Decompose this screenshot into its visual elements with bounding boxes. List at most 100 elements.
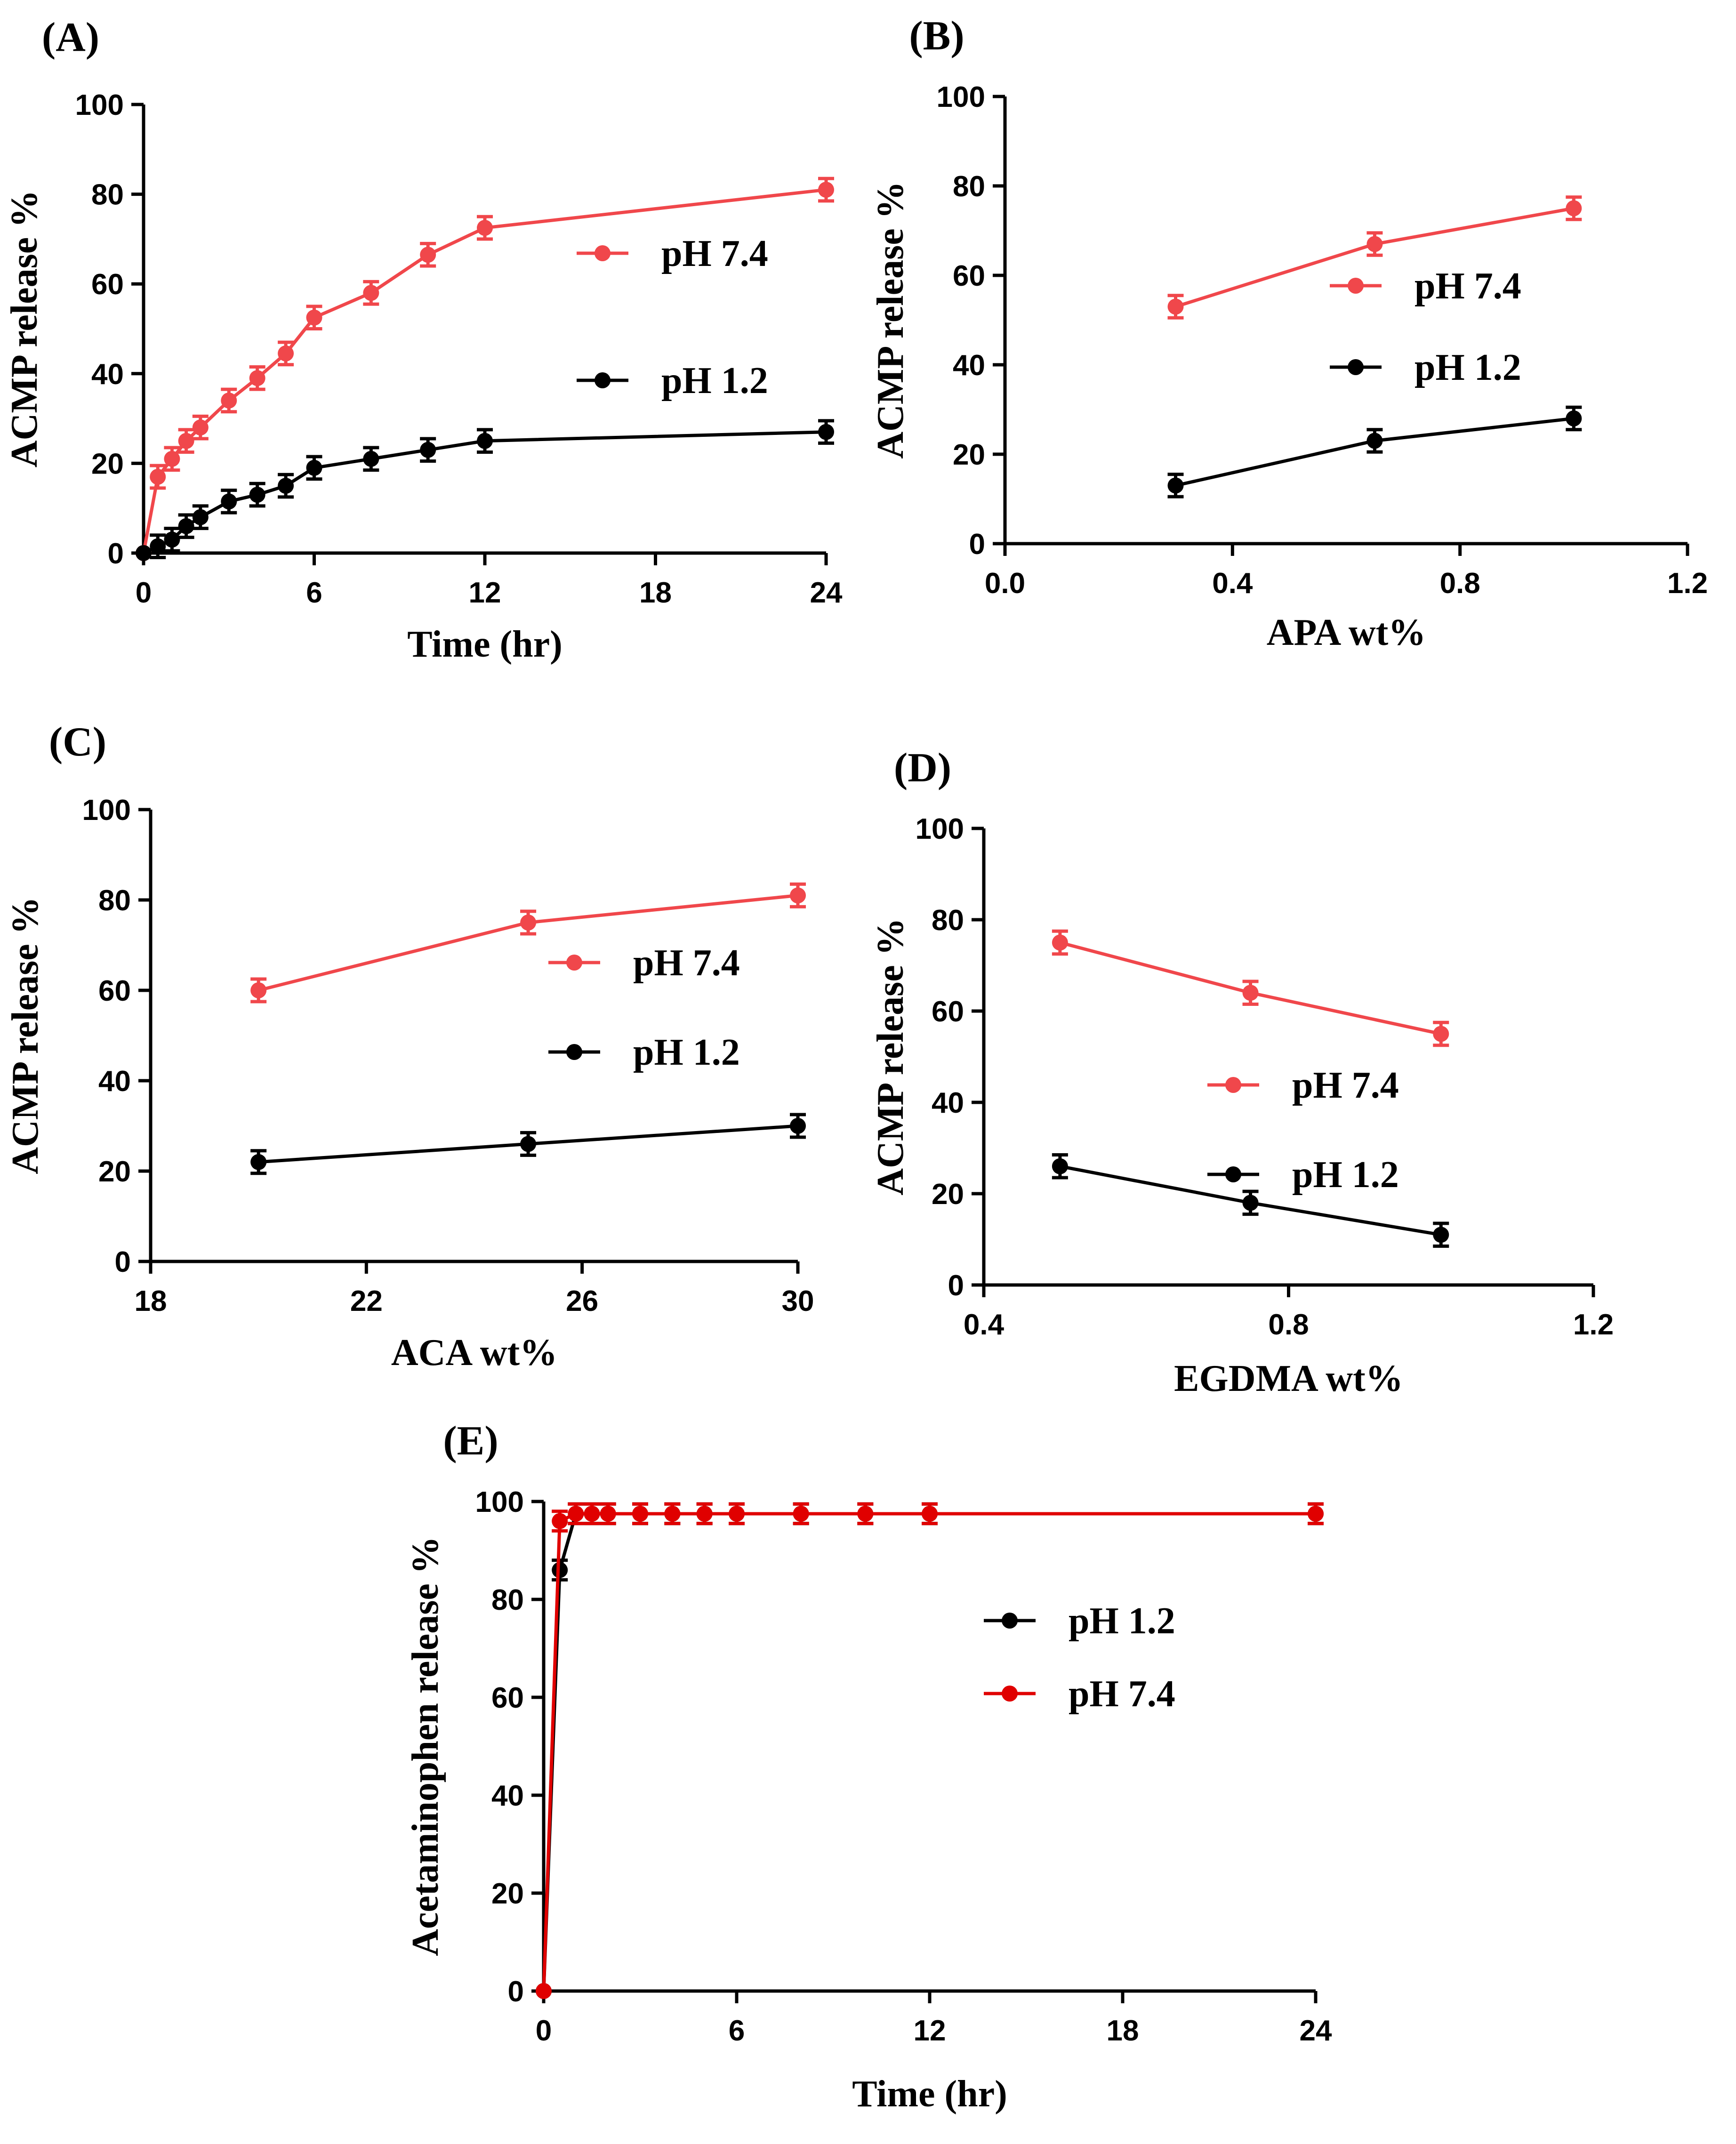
y-tick-label: 0 bbox=[108, 538, 124, 570]
x-tick-label: 6 bbox=[729, 2015, 745, 2047]
data-point bbox=[221, 392, 237, 409]
data-point bbox=[192, 419, 209, 436]
y-tick-label: 20 bbox=[98, 1156, 131, 1188]
y-tick-label: 80 bbox=[953, 170, 985, 203]
panel-e: (E) 0 20 40 60 80 100 0 6 12 18 24 Time (hr) Acetamin… bbox=[405, 1418, 1332, 2115]
y-tick-label: 20 bbox=[932, 1178, 964, 1211]
legend-label: pH 7.4 bbox=[1069, 1673, 1175, 1715]
data-point bbox=[818, 182, 834, 198]
data-point bbox=[150, 468, 166, 485]
data-point bbox=[857, 1506, 874, 1522]
data-point bbox=[790, 887, 806, 904]
data-point bbox=[632, 1506, 648, 1522]
data-point bbox=[664, 1506, 681, 1522]
legend-item: pH 1.2 bbox=[548, 1032, 740, 1073]
y-axis-title: ACMP release % bbox=[4, 190, 45, 467]
data-point bbox=[420, 442, 436, 458]
legend-item: pH 1.2 bbox=[577, 360, 768, 401]
y-tick-label: 40 bbox=[98, 1065, 131, 1098]
x-tick-label: 0 bbox=[536, 2015, 552, 2047]
legend-item: pH 1.2 bbox=[984, 1600, 1175, 1642]
y-tick-label: 0 bbox=[969, 528, 985, 561]
y-tick-label: 20 bbox=[91, 448, 124, 480]
data-point bbox=[552, 1562, 568, 1578]
legend-item: pH 7.4 bbox=[984, 1673, 1175, 1715]
x-tick-label: 0.8 bbox=[1440, 567, 1480, 600]
data-point bbox=[1052, 934, 1068, 951]
series-ph-1-2 bbox=[1052, 1153, 1449, 1248]
x-tick-label: 1.2 bbox=[1667, 567, 1708, 600]
data-point bbox=[278, 345, 294, 361]
data-point bbox=[552, 1513, 568, 1529]
data-point bbox=[250, 1154, 267, 1170]
legend-swatch-point bbox=[566, 1044, 582, 1060]
panel-label: (A) bbox=[42, 15, 99, 60]
data-point bbox=[150, 538, 166, 554]
data-point bbox=[1433, 1227, 1449, 1243]
panel-c: (C) 0 20 40 60 80 100 18 22 26 30 ACA wt% ACMP relea… bbox=[5, 719, 814, 1373]
panel-d: (D) 0 20 40 60 80 100 0.4 0.8 1.2 EGDMA wt% ACMP re… bbox=[870, 745, 1614, 1399]
data-point bbox=[192, 509, 209, 525]
data-point bbox=[600, 1506, 616, 1522]
data-point bbox=[363, 450, 379, 467]
series-line bbox=[542, 1512, 1316, 1991]
legend-label: pH 1.2 bbox=[661, 360, 768, 401]
legend-label: pH 1.2 bbox=[633, 1032, 740, 1073]
data-point bbox=[1167, 477, 1184, 494]
legend-swatch-point bbox=[1348, 359, 1364, 375]
legend-label: pH 7.4 bbox=[1415, 265, 1521, 307]
panel-label: (C) bbox=[49, 719, 106, 765]
data-point bbox=[1566, 410, 1582, 426]
x-axis-title: APA wt% bbox=[1267, 612, 1426, 653]
data-point bbox=[584, 1506, 600, 1522]
y-tick-label: 0 bbox=[115, 1246, 131, 1278]
data-point bbox=[306, 459, 322, 476]
y-tick-label: 100 bbox=[75, 89, 124, 121]
x-axis-title: Time (hr) bbox=[407, 624, 563, 665]
y-tick-label: 100 bbox=[937, 81, 985, 113]
x-tick-label: 12 bbox=[914, 2015, 946, 2047]
series-ph-7-4 bbox=[250, 882, 806, 1004]
y-tick-label: 40 bbox=[932, 1087, 964, 1119]
y-tick-label: 80 bbox=[91, 179, 124, 211]
data-point bbox=[477, 433, 493, 449]
x-tick-label: 0.8 bbox=[1268, 1309, 1309, 1341]
x-tick-label: 18 bbox=[1107, 2015, 1139, 2047]
y-tick-label: 40 bbox=[491, 1780, 524, 1812]
y-tick-label: 100 bbox=[82, 794, 131, 827]
legend-item: pH 7.4 bbox=[548, 942, 740, 984]
panel-label: (D) bbox=[894, 745, 951, 791]
panel-a: (A) 0 20 40 60 80 100 0 6 12 18 24 Time (hr) ACMP rel… bbox=[4, 15, 843, 665]
series-ph-7-4 bbox=[1052, 929, 1449, 1047]
series-ph-7-4 bbox=[1167, 195, 1582, 320]
legend-item: pH 1.2 bbox=[1207, 1154, 1399, 1196]
data-point bbox=[520, 915, 537, 931]
data-point bbox=[420, 247, 436, 263]
data-point bbox=[221, 493, 237, 510]
data-point bbox=[178, 518, 194, 534]
data-point bbox=[729, 1506, 745, 1522]
data-point bbox=[136, 545, 152, 561]
x-tick-label: 0 bbox=[136, 577, 152, 609]
legend-item: pH 1.2 bbox=[1330, 347, 1521, 388]
data-point bbox=[278, 478, 294, 494]
y-tick-label: 80 bbox=[491, 1584, 524, 1616]
y-tick-label: 60 bbox=[98, 975, 131, 1007]
data-point bbox=[164, 531, 180, 548]
legend-swatch-point bbox=[1002, 1613, 1018, 1629]
data-point bbox=[306, 309, 322, 326]
data-point bbox=[818, 424, 834, 440]
y-tick-label: 60 bbox=[91, 268, 124, 301]
series-ph-1-2 bbox=[536, 1502, 1324, 1999]
legend-label: pH 7.4 bbox=[661, 233, 768, 274]
series-ph-1-2 bbox=[136, 419, 834, 561]
y-axis-title: Acetaminophen release % bbox=[405, 1536, 446, 1956]
x-tick-label: 1.2 bbox=[1573, 1309, 1614, 1341]
y-tick-label: 20 bbox=[953, 439, 985, 471]
y-tick-label: 100 bbox=[475, 1486, 524, 1518]
legend-item: pH 7.4 bbox=[1207, 1065, 1399, 1106]
legend-swatch-point bbox=[595, 245, 611, 261]
data-point bbox=[249, 370, 265, 386]
data-point bbox=[922, 1506, 938, 1522]
